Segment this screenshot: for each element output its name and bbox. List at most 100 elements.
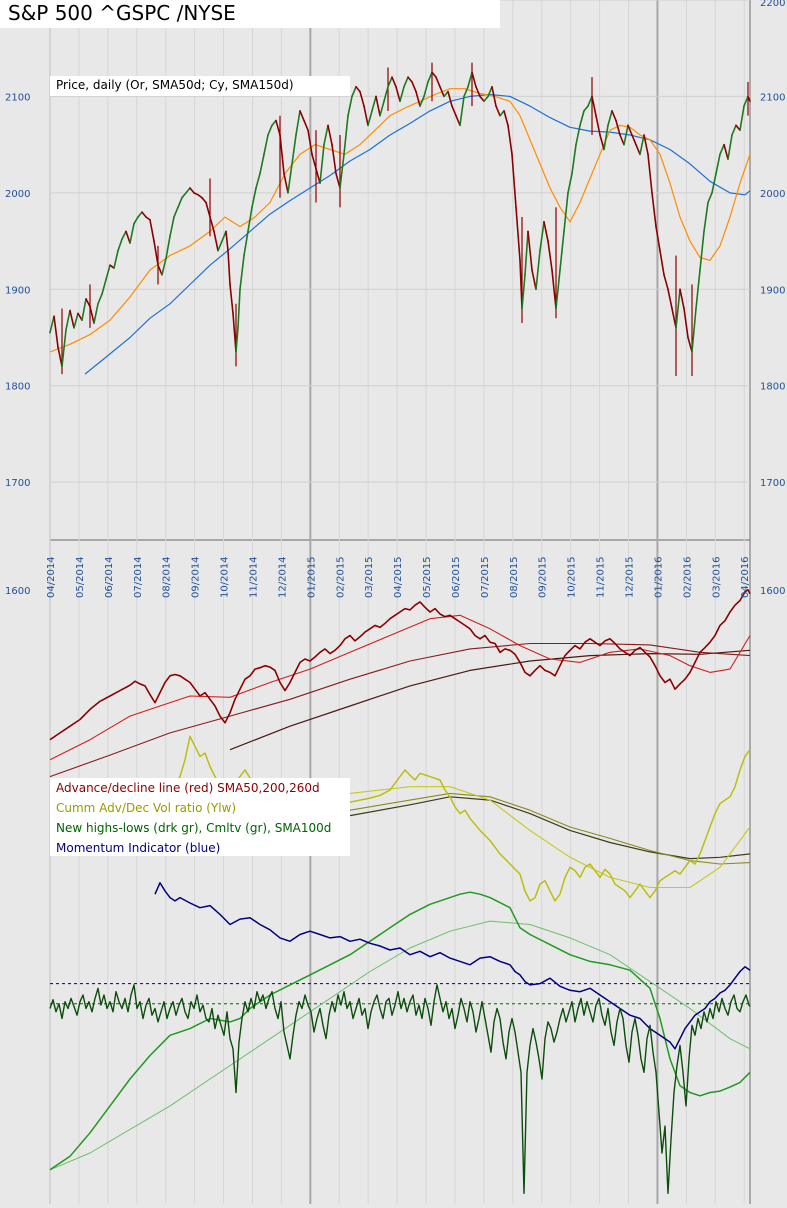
price-segment [339, 153, 345, 189]
price-segment [347, 95, 353, 117]
price-segment [315, 167, 321, 185]
price-segment [149, 219, 155, 242]
price-segment [599, 134, 605, 151]
series-layer [49, 62, 751, 1194]
x-tick-label: 06/2014 [104, 556, 115, 598]
price-segment [651, 192, 657, 228]
price-tick-label-left: 2100 [5, 92, 30, 103]
price-segment [643, 134, 649, 156]
legend-ad-line: Advance/decline line (red) SMA50,200,260… [56, 781, 320, 795]
price-segment [237, 288, 241, 329]
price-segment [703, 201, 709, 233]
legend-highs-lows: New highs-lows (drk gr), Cmltv (gr), SMA… [56, 821, 332, 835]
price-segment [367, 110, 373, 127]
price-segment [141, 211, 147, 218]
price-segment [331, 143, 337, 175]
price-segment [383, 85, 389, 103]
price-segment [57, 346, 63, 368]
price-segment [137, 211, 143, 218]
price-segment [89, 305, 95, 324]
labels-layer: 04/2014 05/2014 06/2014 07/2014 08/2014 09/20… [5, 0, 785, 598]
price-segment [303, 119, 309, 131]
price-segment [667, 288, 673, 310]
price-segment [232, 312, 237, 353]
x-tick-label: 10/2015 [567, 556, 578, 598]
price-segment [635, 143, 641, 156]
price-segment [97, 293, 103, 305]
hl-cumulative-line [49, 891, 751, 1171]
hl-sma100-line [49, 920, 751, 1171]
vol-sma-c-line [349, 796, 751, 860]
price-segment [555, 269, 561, 310]
price-segment [524, 230, 529, 276]
price-segment [117, 238, 123, 252]
price-segment [587, 95, 593, 107]
price-segment [647, 153, 653, 194]
price-segment [419, 95, 425, 107]
price-segment [387, 76, 393, 88]
price-segment [243, 230, 249, 257]
vol-ratio-line [49, 735, 751, 902]
x-tick-label: 04/2015 [393, 556, 404, 598]
price-segment [335, 172, 341, 189]
price-segment [559, 230, 565, 271]
price-segment [531, 269, 537, 291]
price-segment [479, 95, 485, 103]
price-segment [263, 134, 269, 156]
price-segment [295, 110, 301, 136]
price-segment [351, 85, 357, 98]
price-segment [743, 95, 749, 107]
price-segment [527, 230, 533, 271]
price-segment [221, 230, 227, 242]
vol-sma-b-line [349, 792, 751, 865]
price-segment [395, 85, 401, 103]
highs-lows-line [49, 984, 751, 1194]
price-tick-label-right: 1800 [760, 382, 785, 393]
price-segment [189, 187, 195, 194]
price-segment [411, 81, 417, 93]
price-segment [125, 230, 131, 244]
price-segment [443, 90, 449, 98]
price-segment [739, 105, 745, 131]
x-tick-label: 03/2015 [364, 556, 375, 598]
price-segment [133, 216, 139, 225]
price-segment [567, 172, 573, 194]
price-tick-label-right: 2200 [760, 0, 785, 9]
price-tick-label-right: 2100 [760, 92, 785, 103]
sma50-line [49, 88, 751, 353]
price-segment [463, 85, 469, 98]
price-segment [439, 85, 445, 98]
price-segment [209, 216, 215, 233]
price-segment [615, 119, 621, 136]
price-segment [727, 134, 733, 160]
price-segment [185, 187, 191, 194]
price-segment [73, 312, 79, 329]
price-segment [451, 105, 457, 117]
price-segment [539, 220, 545, 252]
price-segment [691, 307, 697, 353]
x-tick-label: 11/2015 [596, 556, 607, 598]
title-box: S&P 500 ^GSPC /NYSE [0, 0, 500, 28]
price-segment [157, 264, 163, 276]
price-segment [563, 192, 569, 233]
price-segment [431, 71, 437, 78]
price-segment [423, 81, 429, 98]
price-segment [679, 288, 685, 310]
x-tick-label: 05/2014 [75, 556, 86, 598]
price-segment [639, 134, 645, 156]
price-segment [359, 90, 365, 107]
price-segment [391, 76, 397, 88]
x-tick-label: 10/2014 [220, 556, 231, 598]
price-segment [519, 259, 523, 310]
price-segment [715, 153, 721, 175]
price-segment [165, 235, 171, 260]
price-segment [655, 225, 661, 252]
price-segment [49, 315, 55, 334]
price-segment [213, 230, 219, 252]
price-segment [121, 230, 127, 240]
price-segment [663, 274, 669, 291]
price-legend: Price, daily (Or, SMA50d; Cy, SMA150d) [50, 76, 350, 96]
price-segment [447, 90, 453, 107]
price-segment [747, 95, 751, 103]
price-segment [547, 240, 553, 271]
